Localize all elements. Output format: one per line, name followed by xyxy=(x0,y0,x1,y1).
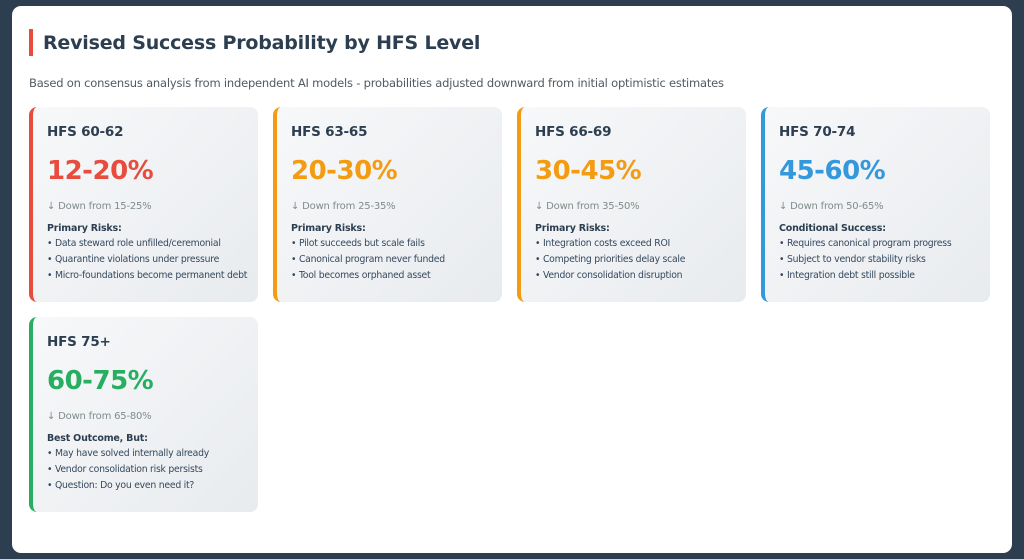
card-heading: HFS 75+ xyxy=(47,334,111,350)
list-item: • Integration costs exceed ROI xyxy=(535,238,671,249)
title-bar: Revised Success Probability by HFS Level xyxy=(29,29,480,56)
list-item: • May have solved internally already xyxy=(47,448,210,459)
main-panel: Revised Success Probability by HFS Level… xyxy=(12,6,1012,553)
list-item: • Data steward role unfilled/ceremonial xyxy=(47,238,221,249)
card-risk-list: • Data steward role unfilled/ceremonial … xyxy=(47,236,258,283)
list-item: • Canonical program never funded xyxy=(291,253,445,265)
card-down-note: ↓ Down from 35-50% xyxy=(535,201,640,212)
list-item: • Competing priorities delay scale xyxy=(535,253,686,265)
card-down-note: ↓ Down from 25-35% xyxy=(291,201,396,212)
card-percent: 45-60% xyxy=(779,156,886,186)
list-item: • Question: Do you even need it? xyxy=(47,479,195,491)
list-item: • Vendor consolidation risk persists xyxy=(47,463,203,475)
card-percent: 20-30% xyxy=(291,156,398,186)
card-percent: 30-45% xyxy=(535,156,642,186)
card-risk-list: • May have solved internally already • V… xyxy=(47,446,258,493)
card-risk-list: • Integration costs exceed ROI • Competi… xyxy=(535,236,746,283)
card-heading: HFS 66-69 xyxy=(535,124,612,140)
card-list-title: Best Outcome, But: xyxy=(47,433,148,444)
hfs-card-70-74: HFS 70-74 45-60% ↓ Down from 50-65% Cond… xyxy=(761,107,990,302)
list-item: • Integration debt still possible xyxy=(779,269,915,281)
list-item: • Vendor consolidation disruption xyxy=(535,269,683,281)
list-item: • Pilot succeeds but scale fails xyxy=(291,238,425,249)
card-down-note: ↓ Down from 65-80% xyxy=(47,411,152,422)
card-heading: HFS 60-62 xyxy=(47,124,124,140)
list-item: • Micro-foundations become permanent deb… xyxy=(47,269,248,281)
list-item: • Requires canonical program progress xyxy=(779,238,952,249)
card-percent: 60-75% xyxy=(47,366,154,396)
card-risk-list: • Requires canonical program progress • … xyxy=(779,236,990,283)
list-item: • Tool becomes orphaned asset xyxy=(291,269,431,281)
card-list-title: Primary Risks: xyxy=(535,223,610,234)
hfs-card-75-plus: HFS 75+ 60-75% ↓ Down from 65-80% Best O… xyxy=(29,317,258,512)
list-item: • Quarantine violations under pressure xyxy=(47,253,220,265)
card-list-title: Primary Risks: xyxy=(291,223,366,234)
card-heading: HFS 63-65 xyxy=(291,124,368,140)
card-down-note: ↓ Down from 15-25% xyxy=(47,201,152,212)
hfs-card-66-69: HFS 66-69 30-45% ↓ Down from 35-50% Prim… xyxy=(517,107,746,302)
hfs-card-63-65: HFS 63-65 20-30% ↓ Down from 25-35% Prim… xyxy=(273,107,502,302)
card-heading: HFS 70-74 xyxy=(779,124,856,140)
card-risk-list: • Pilot succeeds but scale fails • Canon… xyxy=(291,236,502,283)
list-item: • Subject to vendor stability risks xyxy=(779,253,926,265)
card-list-title: Primary Risks: xyxy=(47,223,122,234)
card-percent: 12-20% xyxy=(47,156,154,186)
page-subtitle: Based on consensus analysis from indepen… xyxy=(29,76,724,90)
card-list-title: Conditional Success: xyxy=(779,223,886,234)
hfs-card-60-62: HFS 60-62 12-20% ↓ Down from 15-25% Prim… xyxy=(29,107,258,302)
page-title: Revised Success Probability by HFS Level xyxy=(43,31,481,54)
card-down-note: ↓ Down from 50-65% xyxy=(779,201,884,212)
